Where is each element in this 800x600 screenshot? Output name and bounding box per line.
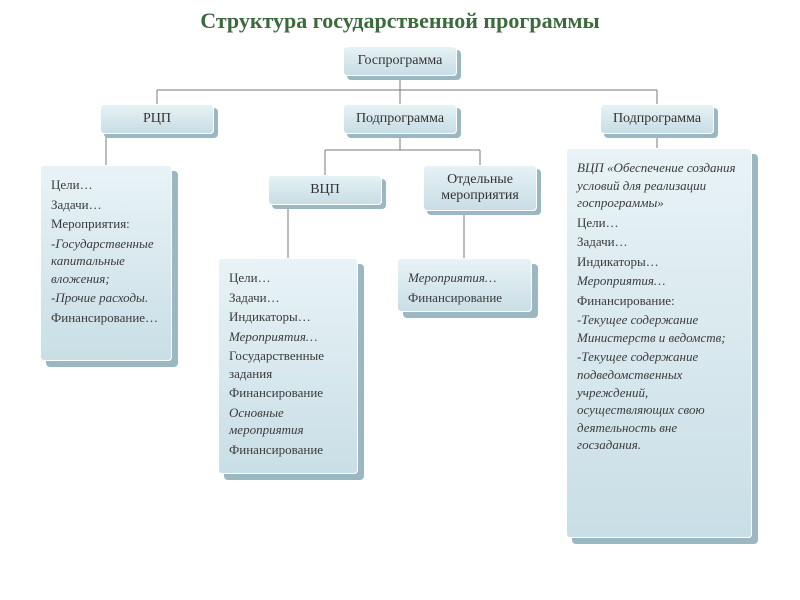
body-line-italic: Основные мероприятия: [229, 404, 347, 439]
sep-body: Мероприятия… Финансирование: [397, 258, 532, 312]
body-line: Индикаторы…: [577, 253, 741, 271]
body-line: Задачи…: [577, 233, 741, 251]
node-sep: Отдельные мероприятия: [423, 165, 537, 211]
body-line: Мероприятия:: [51, 215, 161, 233]
body-line: Цели…: [51, 176, 161, 194]
page-title: Структура государственной программы: [0, 8, 800, 34]
body-line-italic: -Государственные капитальные вложения;: [51, 235, 161, 288]
body-line: Государственные задания: [229, 347, 347, 382]
body-line: Индикаторы…: [229, 308, 347, 326]
body-line: Цели…: [229, 269, 347, 287]
node-vcp: ВЦП: [268, 175, 382, 205]
body-line-italic: Мероприятия…: [229, 328, 347, 346]
node-sub1: Подпрограмма: [343, 104, 457, 134]
body-line: Финансирование:: [577, 292, 741, 310]
node-label-text: Подпрограмма: [613, 111, 701, 126]
body-line: Финансирование: [408, 289, 521, 307]
node-label-text: Госпрограмма: [358, 53, 443, 68]
body-line-italic: Мероприятия…: [408, 269, 521, 287]
body-line: Задачи…: [229, 289, 347, 307]
sub2-body: ВЦП «Обеспечение создания условий для ре…: [566, 148, 752, 538]
rcp-body: Цели… Задачи… Мероприятия: -Государствен…: [40, 165, 172, 361]
body-line-italic: -Текущее содержание Министерств и ведомс…: [577, 311, 741, 346]
node-label-text: Отдельные мероприятия: [441, 172, 519, 203]
body-line: Финансирование: [229, 384, 347, 402]
body-line-italic: ВЦП «Обеспечение создания условий для ре…: [577, 159, 741, 212]
node-label-text: ВЦП: [310, 182, 340, 197]
body-line-italic: -Прочие расходы.: [51, 289, 161, 307]
node-rcp: РЦП: [100, 104, 214, 134]
body-line: Цели…: [577, 214, 741, 232]
vcp-body: Цели… Задачи… Индикаторы… Мероприятия… Г…: [218, 258, 358, 474]
node-label-text: Подпрограмма: [356, 111, 444, 126]
body-line-italic: -Текущее содержание подведомственных учр…: [577, 348, 741, 453]
body-line: Финансирование…: [51, 309, 161, 327]
body-line: Задачи…: [51, 196, 161, 214]
body-line: Финансирование: [229, 441, 347, 459]
node-root: Госпрограмма: [343, 46, 457, 76]
body-line-italic: Мероприятия…: [577, 272, 741, 290]
node-label-text: РЦП: [143, 111, 171, 126]
node-sub2: Подпрограмма: [600, 104, 714, 134]
